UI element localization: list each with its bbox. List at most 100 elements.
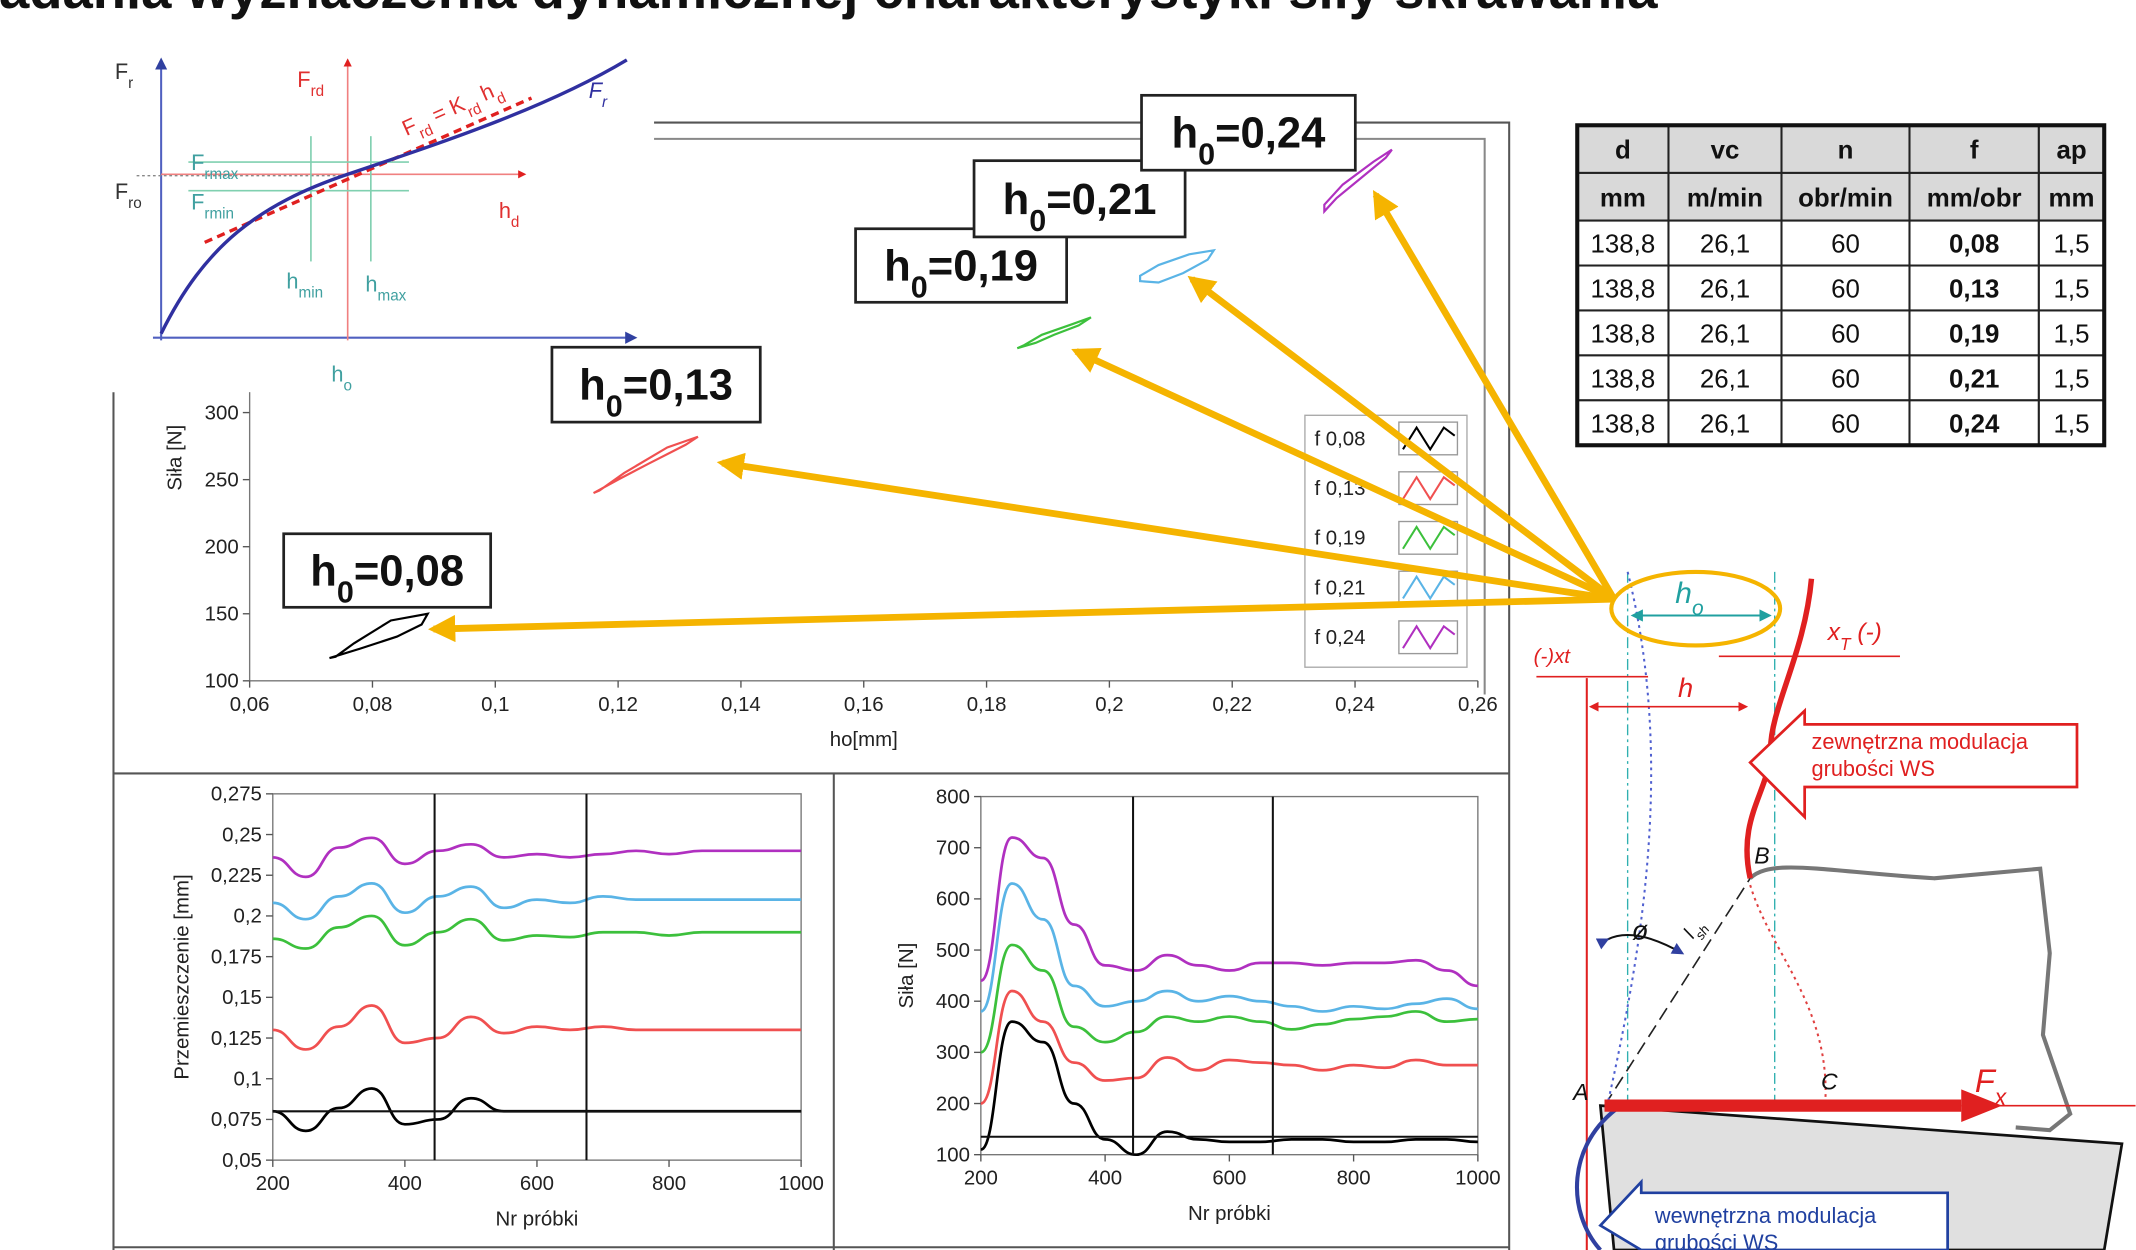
parameter-table: dvcnfapmmm/minobr/minmm/obrmm138,826,160… — [1577, 125, 2104, 445]
diagram-label: lsh — [1680, 915, 1712, 945]
x-axis-label: Nr próbki — [496, 1208, 579, 1230]
x-axis-label: Nr próbki — [1188, 1203, 1271, 1225]
y-tick-label: 0,175 — [211, 946, 262, 968]
y-tick-label: 0,075 — [211, 1109, 262, 1131]
inset-label-part: F — [115, 59, 128, 84]
plot-frame — [273, 794, 801, 1160]
inset-label-part: max — [377, 287, 406, 304]
y-axis-label: Siła [N] — [896, 943, 918, 1009]
annotation-part: =0,13 — [623, 362, 733, 410]
annotation-part: h — [579, 362, 606, 410]
diagram-label: xT (-) — [1827, 619, 1882, 654]
inset-label-part: rmax — [204, 166, 238, 183]
diagram-label-part: ø — [1632, 915, 1649, 946]
loop — [329, 614, 427, 658]
y-tick-label: 0,275 — [211, 784, 262, 806]
annotation-part: h — [1003, 176, 1030, 224]
table-text: ap — [2056, 137, 2086, 165]
table-text: d — [1615, 137, 1631, 165]
y-tick-label: 0,15 — [222, 987, 262, 1009]
x-tick-label: 1000 — [1455, 1168, 1500, 1190]
series-line — [981, 1022, 1478, 1155]
x-tick-label: 0,18 — [967, 694, 1007, 716]
diagram-label-part: F — [1975, 1062, 1997, 1099]
series-line — [273, 883, 801, 919]
table-text: 1,5 — [2054, 231, 2090, 259]
y-tick-label: 800 — [936, 786, 970, 808]
table-text: f — [1970, 137, 1979, 165]
annotation-part: =0,08 — [354, 548, 464, 596]
y-tick-label: 250 — [205, 469, 239, 491]
inset-label-part: F — [191, 190, 204, 215]
inset-label-part: F — [297, 67, 310, 92]
x-tick-label: 800 — [1337, 1168, 1371, 1190]
inset-label-part: min — [299, 284, 324, 301]
diagram-label-part: o — [1692, 597, 1704, 620]
annotation-part: =0,19 — [928, 243, 1038, 291]
y-tick-label: 150 — [205, 604, 239, 626]
inset-label-part: h — [331, 361, 343, 386]
x-tick-label: 1000 — [778, 1173, 823, 1195]
inset-label-part: rd — [311, 83, 325, 100]
y-tick-label: 0,225 — [211, 865, 262, 887]
inset-label-part: r — [602, 94, 608, 111]
y-tick-label: 0,125 — [211, 1028, 262, 1050]
table-text: 0,21 — [1949, 365, 1999, 393]
diagram-label: (-)xt — [1534, 646, 1572, 668]
diagram-label-part: (-) — [1851, 619, 1882, 646]
table-text: 138,8 — [1591, 231, 1656, 259]
annotation-part: h — [1172, 110, 1199, 158]
inset-label-part: d — [511, 213, 519, 230]
series-line — [981, 837, 1478, 985]
annotation-part: =0,24 — [1215, 110, 1325, 158]
y-tick-label: 0,1 — [234, 1069, 262, 1091]
outer-wave — [1750, 885, 1825, 1106]
diagram-label: B — [1754, 842, 1769, 868]
legend-label: f 0,19 — [1314, 528, 1365, 550]
table-text: mm — [2049, 184, 2095, 212]
inset-label-part: F — [191, 150, 204, 175]
y-tick-label: 0,25 — [222, 824, 262, 846]
table-text: 0,24 — [1949, 410, 2000, 438]
annotation-part: h — [884, 243, 911, 291]
table-text: 60 — [1831, 410, 1860, 438]
table-text: 0,13 — [1949, 276, 1999, 304]
diagram-label: h — [1678, 672, 1693, 703]
inset-label-part: ro — [128, 194, 142, 211]
slide: Badania wyznaczenia dynamicznej charakte… — [0, 0, 2136, 1250]
y-tick-label: 100 — [936, 1144, 970, 1166]
x-tick-label: 0,12 — [598, 694, 638, 716]
cutting-diagram: hoxT (-)(-)xthBlshøACFxzewnętrzna modula… — [1534, 572, 2136, 1250]
series-line — [273, 916, 801, 949]
legend-label: f 0,24 — [1314, 627, 1365, 649]
annotation-part: =0,21 — [1046, 176, 1156, 224]
slide-title: Badania wyznaczenia dynamicznej charakte… — [0, 0, 1658, 20]
page: { "title": "Badania wyznaczenia dynamicz… — [0, 0, 2136, 1250]
diagram-label-part: h — [1678, 672, 1693, 703]
annotation-part: 0 — [1029, 204, 1046, 238]
y-tick-label: 0,2 — [234, 906, 262, 928]
table-text: 138,8 — [1591, 410, 1656, 438]
inset-label-part: r — [128, 74, 133, 91]
table-text: 60 — [1831, 320, 1860, 348]
table-text: 26,1 — [1700, 365, 1750, 393]
annotation-part: 0 — [1198, 138, 1215, 172]
x-tick-label: 0,24 — [1335, 694, 1375, 716]
table-text: 138,8 — [1591, 320, 1656, 348]
table-text: vc — [1711, 137, 1740, 165]
diagram-label-part: (-)xt — [1534, 646, 1572, 668]
y-tick-label: 100 — [205, 671, 239, 693]
x-tick-label: 0,22 — [1212, 694, 1252, 716]
inset-label-part: rmin — [204, 205, 234, 222]
inset-background — [109, 41, 654, 392]
diagram-label-part: C — [1821, 1068, 1838, 1094]
x-tick-label: 0,08 — [353, 694, 393, 716]
x-tick-label: 0,14 — [721, 694, 761, 716]
loop — [1140, 250, 1214, 282]
x-tick-label: 0,2 — [1095, 694, 1123, 716]
table-text: 26,1 — [1700, 410, 1750, 438]
arrow — [722, 463, 1614, 599]
diagram-label: ho — [1675, 577, 1703, 619]
x-tick-label: 800 — [652, 1173, 686, 1195]
